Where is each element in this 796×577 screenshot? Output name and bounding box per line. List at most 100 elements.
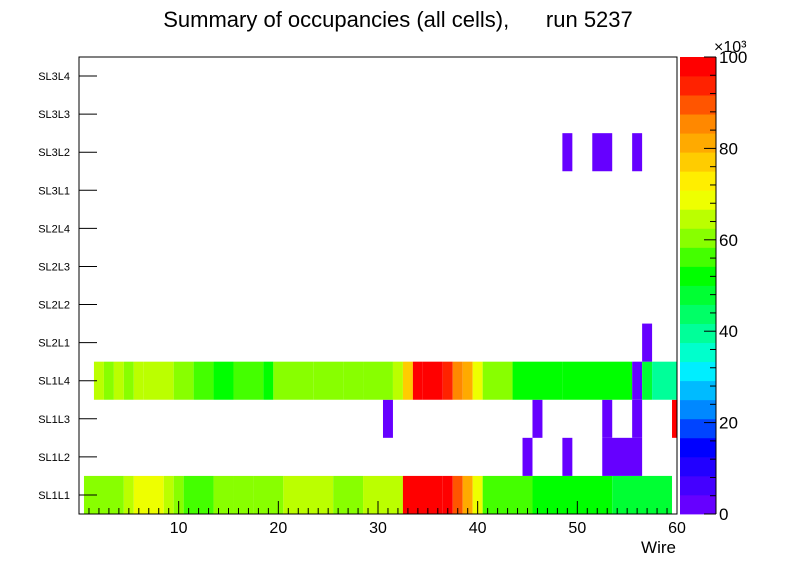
heatmap-cell — [313, 361, 344, 400]
heatmap-cell — [283, 475, 334, 514]
color-scale-swatch — [680, 152, 716, 172]
color-scale-swatch — [680, 380, 716, 401]
heatmap-cell — [213, 475, 234, 514]
heatmap-cell — [442, 361, 453, 400]
y-tick-label: SL2L3 — [38, 261, 70, 273]
heatmap-cell — [462, 475, 473, 514]
color-scale-swatch — [680, 285, 716, 305]
x-tick-label: 10 — [170, 520, 188, 537]
color-scale-swatch — [680, 437, 716, 458]
color-tick-label: 80 — [719, 139, 738, 158]
heatmap-cell — [512, 361, 563, 400]
heatmap-cell — [642, 323, 653, 362]
heatmap-cell — [612, 475, 673, 514]
heatmap-cell — [402, 361, 413, 400]
x-tick-label: 20 — [269, 520, 287, 537]
heatmap-cell — [173, 475, 184, 514]
heatmap-cell — [562, 361, 633, 400]
y-axis: SL1L1 SL1L2 SL1L3 SL1L4 SL2L1 SL2L2 SL2L3 SL2L4… — [38, 71, 97, 502]
x-axis: 10 20 30 40 50 60 — [88, 501, 686, 537]
color-scale-swatch — [680, 342, 716, 363]
heatmap-cell — [462, 361, 473, 400]
color-scale-swatch — [680, 57, 716, 77]
color-scale — [680, 57, 716, 515]
heatmap-cell — [273, 361, 314, 400]
heatmap-cell — [392, 361, 403, 400]
y-tick-label: SL2L4 — [38, 223, 70, 235]
heatmap-cell — [233, 475, 254, 514]
heatmap-cell — [562, 437, 573, 476]
color-scale-swatch — [680, 399, 716, 420]
color-scale-swatch — [680, 266, 716, 286]
heatmap-cell — [532, 399, 543, 438]
heatmap-cell — [103, 361, 114, 400]
heatmap-cell — [133, 475, 164, 514]
color-tick-label: 60 — [719, 231, 738, 250]
color-tick-label: 0 — [719, 505, 728, 524]
color-scale-swatch — [680, 494, 716, 515]
heatmap-cell — [472, 475, 483, 514]
heatmap-cell — [382, 399, 393, 438]
heatmap-cell — [173, 361, 194, 400]
color-scale-swatch — [680, 209, 716, 229]
heatmap-cell — [482, 475, 533, 514]
color-scale-swatch — [680, 456, 716, 477]
heatmap-cell — [592, 133, 613, 172]
color-scale-swatch — [680, 323, 716, 344]
x-tick-label: 30 — [369, 520, 387, 537]
heatmap-cell — [532, 475, 613, 514]
heatmap-cell — [163, 475, 174, 514]
heatmap-cell — [233, 361, 264, 400]
chart-title: Summary of occupancies (all cells), run … — [163, 7, 633, 32]
x-axis-label: Wire — [641, 538, 676, 557]
heatmap-cell — [333, 475, 364, 514]
heatmap-cell — [522, 437, 533, 476]
y-tick-label: SL3L2 — [38, 147, 70, 159]
heatmap-cell — [123, 361, 134, 400]
heatmap-cell — [442, 475, 453, 514]
y-tick-label: SL2L2 — [38, 300, 70, 312]
heatmap-cell — [482, 361, 513, 400]
heatmap-cell — [422, 361, 443, 400]
heatmap-cell — [672, 399, 677, 438]
y-tick-label: SL1L1 — [38, 490, 70, 502]
heatmap-cell — [402, 475, 443, 514]
heatmap-cell — [602, 437, 643, 476]
color-scale-swatch — [680, 247, 716, 267]
heatmap-cell — [143, 361, 174, 400]
heatmap-cell — [93, 361, 104, 400]
heatmap-cell — [562, 133, 573, 172]
color-scale-swatch — [680, 171, 716, 191]
x-tick-label: 60 — [668, 520, 686, 537]
color-scale-swatch — [680, 95, 716, 115]
y-tick-label: SL1L3 — [38, 414, 70, 426]
heatmap-cell — [343, 361, 364, 400]
color-tick-label: 40 — [719, 322, 738, 341]
color-scale-axis: 0 20 40 60 80 100 — [704, 48, 747, 524]
heatmap-cell — [632, 133, 643, 172]
heatmap-cell — [652, 361, 677, 400]
heatmap-cell — [632, 361, 643, 400]
heatmap-cell — [113, 361, 124, 400]
color-tick-label: 100 — [719, 48, 747, 67]
color-scale-swatch — [680, 76, 716, 96]
heatmap-cell — [183, 475, 214, 514]
heatmap-cell — [632, 399, 643, 438]
color-scale-multiplier: ×10³ — [714, 39, 747, 56]
color-scale-swatch — [680, 418, 716, 439]
y-tick-label: SL1L4 — [38, 376, 70, 388]
heatmap-cell — [642, 361, 653, 400]
heatmap-cell — [263, 361, 274, 400]
heatmap-cell — [133, 361, 144, 400]
heatmap-cells — [83, 133, 677, 514]
heatmap-cell — [363, 475, 403, 514]
heatmap-cell — [363, 361, 393, 400]
heatmap-cell — [193, 361, 214, 400]
color-scale-swatch — [680, 475, 716, 496]
y-tick-label: SL3L3 — [38, 109, 70, 121]
heatmap-cell — [472, 361, 483, 400]
plot-frame — [78, 56, 678, 515]
color-scale-swatch — [680, 228, 716, 248]
y-tick-label: SL3L4 — [38, 71, 70, 83]
heatmap-cell — [452, 475, 463, 514]
